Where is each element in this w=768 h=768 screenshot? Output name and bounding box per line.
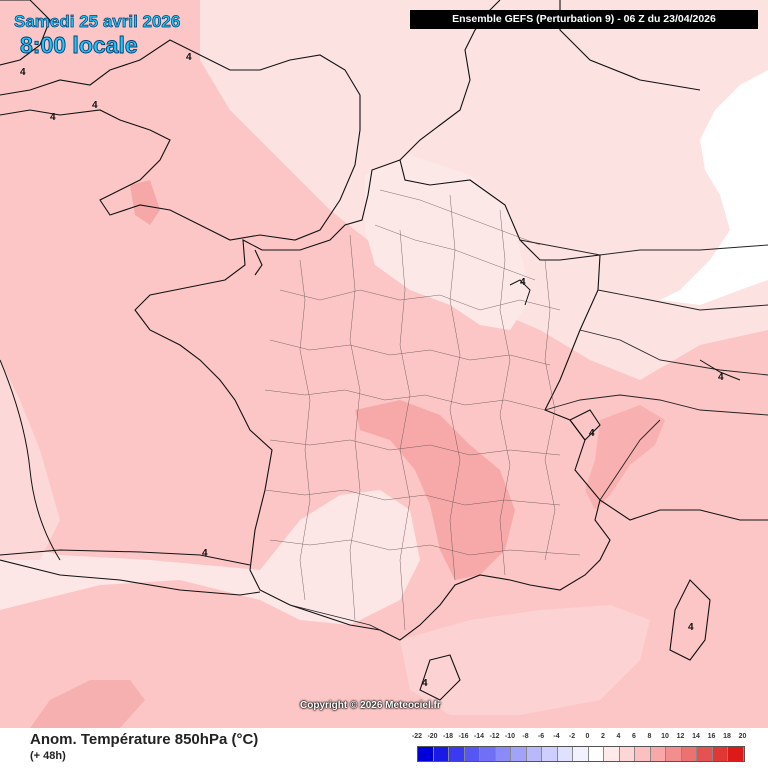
forecast-date: Samedi 25 avril 2026 [14, 12, 181, 32]
anomaly-warm-channel [130, 180, 160, 225]
contour-label: 4 [589, 428, 595, 439]
scale-swatch [681, 747, 697, 761]
scale-label: 4 [616, 733, 621, 740]
scale-swatch [588, 747, 604, 761]
model-run-banner: Ensemble GEFS (Perturbation 9) - 06 Z du… [410, 10, 758, 29]
parameter-title: Anom. Température 850hPa (°C) [30, 731, 259, 748]
scale-label: 8 [647, 733, 652, 740]
contour-label: 4 [422, 678, 428, 689]
scale-label: 12 [676, 733, 685, 740]
scale-label: -12 [489, 733, 500, 740]
scale-label: -14 [473, 733, 485, 740]
scale-swatch [650, 747, 666, 761]
scale-swatch [666, 747, 682, 761]
scale-swatch [728, 747, 744, 761]
scale-label: 0 [585, 733, 590, 740]
country-borders [289, 239, 768, 641]
anomaly-white-ne [660, 70, 768, 305]
scale-label: 6 [632, 733, 636, 740]
scale-bar [417, 746, 745, 762]
contour-label: 4 [20, 67, 26, 78]
anomaly-warm-alps [585, 405, 665, 510]
contour-4 [0, 279, 741, 566]
scale-label: -18 [442, 733, 454, 740]
map-panel: 4 4 4 4 4 4 4 4 4 4 [0, 0, 768, 728]
anomaly-light-nefrance [365, 155, 530, 330]
anomaly-light-med [400, 605, 650, 715]
anomaly-warm-sw [30, 680, 145, 728]
scale-swatch [604, 747, 620, 761]
contour-label: 4 [186, 52, 192, 63]
copyright-text: Copyright © 2026 Meteociel.fr [300, 700, 441, 711]
color-scale-legend: -22 -20 -18 -16 -14 -12 -10 -8 -6 -4 -2 0 2 4 6 8 10 12 14… [412, 733, 752, 763]
scale-swatch [526, 747, 542, 761]
scale-label: 20 [738, 733, 747, 740]
scale-label: -20 [427, 733, 438, 740]
anomaly-light-sw [0, 490, 420, 625]
scale-label: -22 [411, 733, 423, 740]
scale-swatch [511, 747, 527, 761]
scale-swatch [542, 747, 558, 761]
contour-label: 4 [50, 112, 56, 123]
department-borders [264, 189, 581, 631]
scale-swatch [712, 747, 728, 761]
contour-label: 4 [688, 622, 694, 633]
scale-swatch [480, 747, 496, 761]
contour-label: 4 [202, 548, 208, 559]
scale-swatch [433, 747, 449, 761]
scale-swatch [418, 747, 434, 761]
scale-label: 10 [661, 733, 669, 740]
scale-swatch [495, 747, 511, 761]
forecast-time: 8:00 locale [20, 32, 139, 59]
scale-label: 14 [692, 733, 700, 740]
scale-swatch [449, 747, 465, 761]
scale-swatch [635, 747, 651, 761]
anomaly-light-west [0, 360, 60, 560]
anomaly-warm-core [355, 400, 515, 580]
scale-label: -4 [553, 733, 560, 740]
scale-swatch [573, 747, 589, 761]
scale-swatch [464, 747, 480, 761]
contour-label: 4 [520, 277, 526, 288]
scale-swatch [697, 747, 713, 761]
scale-label: -6 [537, 733, 545, 740]
lead-time: (+ 48h) [30, 750, 66, 762]
scale-swatch [619, 747, 635, 761]
scale-label: -10 [504, 733, 516, 740]
contour-label: 4 [92, 100, 98, 111]
scale-label: 18 [723, 733, 731, 740]
scale-label: 16 [707, 733, 716, 740]
contour-label: 4 [718, 372, 724, 383]
scale-labels: -22 -20 -18 -16 -14 -12 -10 -8 -6 -4 -2 0 2 4 6 8 10 12 14… [412, 733, 752, 745]
scale-label: 2 [601, 733, 605, 740]
scale-swatch [557, 747, 573, 761]
scale-label: -8 [522, 733, 529, 740]
scale-label: -2 [568, 733, 576, 740]
scale-label: -16 [458, 733, 469, 740]
coastlines [0, 0, 768, 701]
